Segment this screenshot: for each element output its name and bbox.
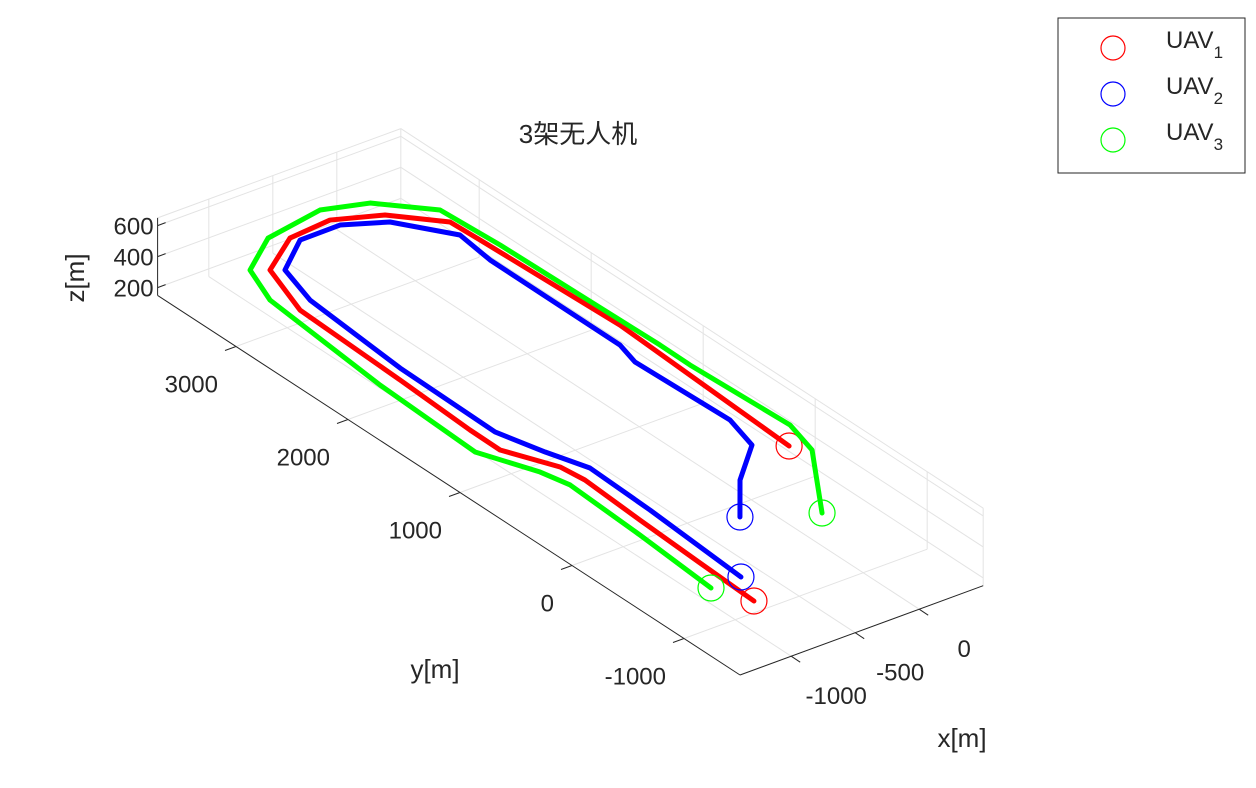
endpoint-marker (740, 587, 768, 615)
grid-line (347, 329, 592, 420)
box-edge (157, 128, 401, 219)
y-tick-label: 3000 (165, 372, 218, 399)
x-tick (918, 608, 929, 616)
grid-line (400, 197, 984, 579)
y-axis-line (157, 294, 741, 676)
y-tick-label: 0 (541, 591, 554, 618)
grid-line (157, 166, 401, 258)
grid-line (683, 548, 928, 639)
endpoint-marker (808, 499, 836, 527)
x-tick-label: -500 (876, 660, 924, 687)
legend-marker (1100, 35, 1126, 61)
x-tick (790, 655, 801, 663)
z-tick (157, 284, 166, 289)
legend-label: UAV1 (1166, 27, 1223, 62)
x-axis-label: x[m] (937, 723, 986, 753)
grid-line (336, 229, 920, 610)
plot-layer (247, 200, 836, 615)
z-axis-label: z[m] (60, 253, 90, 302)
x-axis-line (739, 585, 984, 676)
y-tick (336, 419, 349, 424)
x-tick-label: 0 (958, 636, 971, 663)
legend-label: UAV2 (1166, 73, 1223, 108)
endpoint-marker (726, 503, 754, 531)
y-tick (448, 492, 461, 497)
trajectory (282, 219, 755, 580)
grid-line (272, 252, 856, 634)
endpoint-marker (697, 574, 725, 602)
y-axis-label: y[m] (410, 654, 459, 684)
y-tick (560, 565, 573, 570)
grid-line (400, 135, 984, 517)
grid-line (571, 475, 816, 566)
z-tick (157, 253, 166, 258)
grid-line (157, 197, 401, 289)
grid-layer (157, 128, 984, 657)
x-tick (854, 632, 865, 640)
axes-layer: -1000 -500 0 -1000 0 1000 2000 3000 200 400 600 (114, 214, 984, 710)
grid-line (235, 256, 480, 347)
legend: UAV1 UAV2 UAV3 (1057, 17, 1246, 174)
legend-label: UAV3 (1166, 119, 1223, 154)
y-tick-label: 2000 (277, 445, 330, 472)
trajectory (247, 200, 825, 591)
trajectory (267, 212, 792, 604)
x-tick-label: -1000 (806, 683, 867, 710)
legend-marker (1100, 127, 1126, 153)
chart-title: 3架无人机 (519, 119, 637, 149)
box-edge (400, 128, 984, 509)
z-tick-label: 200 (114, 276, 154, 303)
y-tick (224, 346, 237, 351)
y-tick-label: -1000 (605, 664, 666, 691)
grid-line (208, 276, 792, 657)
z-tick-label: 400 (114, 245, 154, 272)
y-tick-label: 1000 (389, 518, 442, 545)
legend-box (1057, 17, 1246, 174)
grid-line (157, 135, 401, 227)
endpoint-marker (727, 563, 755, 591)
z-tick-label: 600 (114, 214, 154, 241)
z-tick (157, 222, 166, 227)
grid-line (459, 402, 704, 493)
grid-line (400, 166, 984, 548)
endpoint-marker (775, 432, 803, 460)
y-tick (672, 638, 685, 643)
legend-marker (1100, 81, 1126, 107)
